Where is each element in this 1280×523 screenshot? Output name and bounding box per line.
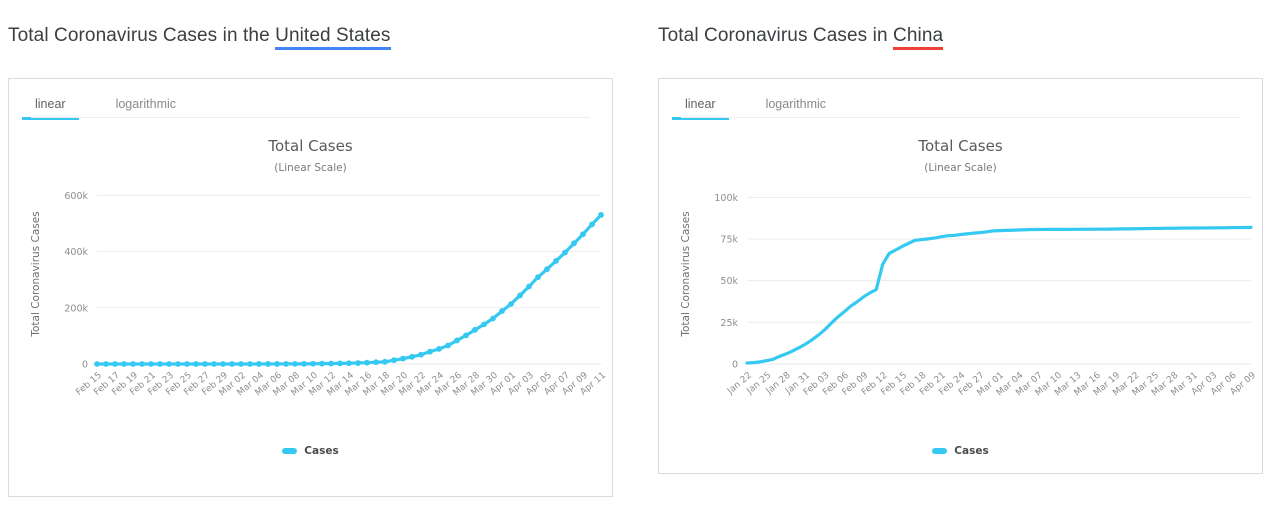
chart-subtitle-cn: (Linear Scale): [924, 162, 997, 174]
tab-divider-cn: [681, 117, 1240, 118]
page-title-china: Total Coronavirus Cases in China: [658, 25, 944, 50]
chart-panel-china: linear logarithmic Total Cases (Linear S…: [658, 78, 1263, 474]
chart-panel-united-states: linear logarithmic Total Cases (Linear S…: [8, 78, 613, 497]
chart-subtitle-us: (Linear Scale): [274, 162, 347, 174]
svg-text:0: 0: [82, 360, 88, 371]
svg-text:400k: 400k: [64, 247, 88, 258]
chart-area-cn: Total Cases (Linear Scale) 0 25k 50k 75k 100…: [659, 123, 1262, 473]
title-prefix-cn: Total Coronavirus Cases in: [658, 25, 894, 46]
tab-linear-us[interactable]: linear: [22, 91, 79, 120]
tab-logarithmic-us[interactable]: logarithmic: [115, 97, 177, 111]
title-highlight-united-states: United States: [275, 25, 391, 50]
svg-text:600k: 600k: [64, 191, 88, 202]
svg-text:Total Coronavirus Cases: Total Coronavirus Cases: [680, 211, 692, 337]
tab-logarithmic-cn[interactable]: logarithmic: [765, 97, 827, 111]
svg-text:50k: 50k: [720, 276, 738, 287]
legend-swatch-cases-us: [282, 448, 298, 454]
title-prefix-us: Total Coronavirus Cases in the: [8, 25, 276, 46]
scale-tabs-us: linear logarithmic: [22, 91, 222, 120]
svg-text:0: 0: [732, 360, 738, 371]
svg-text:75k: 75k: [720, 235, 738, 246]
tab-linear-cn[interactable]: linear: [672, 91, 729, 120]
chart-area-us: Total Cases (Linear Scale) 0 200k 400k 600k…: [9, 123, 612, 496]
svg-text:100k: 100k: [714, 193, 738, 204]
svg-text:Total Coronavirus Cases: Total Coronavirus Cases: [30, 211, 42, 337]
chart-title-us: Total Cases: [268, 137, 353, 155]
svg-text:200k: 200k: [64, 303, 88, 314]
chart-legend-us[interactable]: Cases: [9, 445, 612, 457]
tab-divider-us: [31, 117, 590, 118]
chart-legend-cn[interactable]: Cases: [659, 445, 1262, 457]
page-title-united-states: Total Coronavirus Cases in the United St…: [8, 25, 391, 50]
legend-label-cases-us: Cases: [304, 445, 339, 457]
title-highlight-china: China: [893, 25, 944, 50]
legend-swatch-cases-cn: [932, 448, 948, 454]
svg-text:25k: 25k: [720, 318, 738, 329]
legend-label-cases-cn: Cases: [954, 445, 989, 457]
chart-title-cn: Total Cases: [918, 137, 1003, 155]
scale-tabs-cn: linear logarithmic: [672, 91, 872, 120]
